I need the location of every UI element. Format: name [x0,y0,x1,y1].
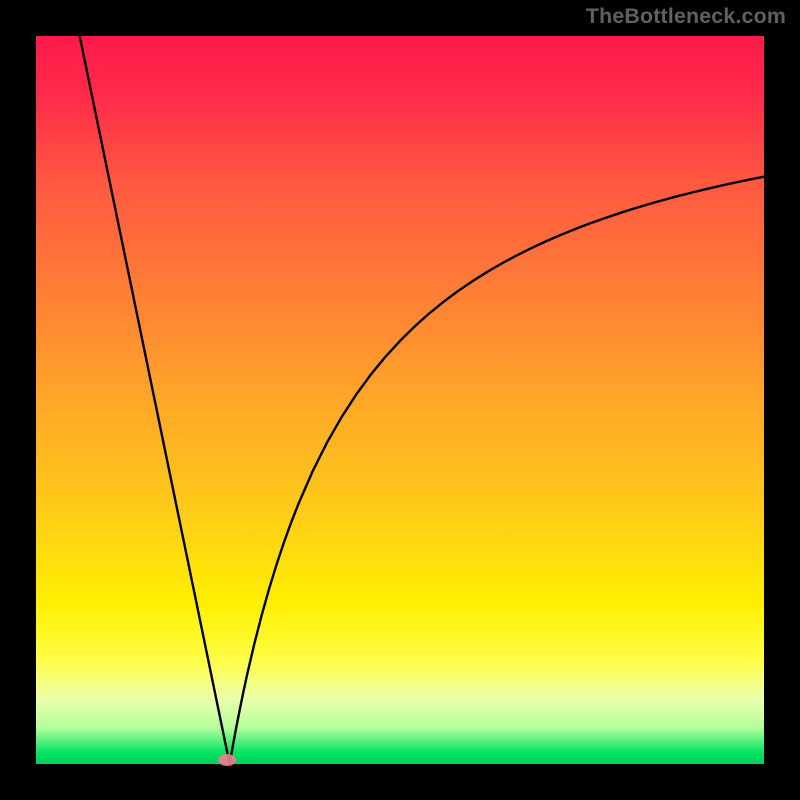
chart-outer-frame: TheBottleneck.com [0,0,800,800]
curve-path [80,36,764,764]
plot-area [36,36,764,764]
watermark-text: TheBottleneck.com [586,4,786,29]
bottleneck-curve [36,36,764,764]
optimal-point-marker [218,754,236,766]
